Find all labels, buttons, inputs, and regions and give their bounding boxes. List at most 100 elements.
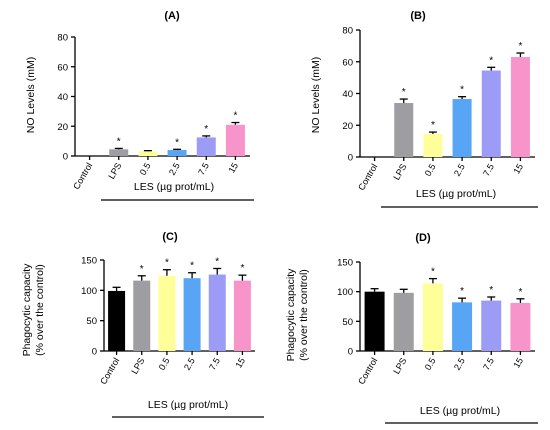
x-tick-label: LPS [106,161,123,181]
x-axis-label: LES (µg prot/mL) [416,188,496,200]
significance-marker: * [165,258,169,269]
significance-marker: * [518,287,522,298]
significance-marker: * [240,263,244,274]
x-tick-label: 7.5 [481,356,496,372]
bar-7.5 [196,137,216,156]
x-axis-label: LES (µg prot/mL) [420,405,500,417]
significance-marker: * [460,286,464,297]
y-axis-label: Phagocytic capacity (% over the control) [21,263,46,357]
x-axis-label: LES (µg prot/mL) [134,181,214,193]
x-tick-label: LPS [391,356,408,376]
significance-marker: * [233,111,237,122]
x-tick-label: 2.5 [452,162,467,178]
svg-text:Phagocytic capacity: Phagocytic capacity [21,263,33,357]
x-tick-label: 15 [233,356,247,370]
bar-2.5 [452,99,472,157]
y-tick-label: 40 [342,89,353,100]
x-tick-label: 7.5 [207,356,222,372]
x-tick-label: 0.5 [423,356,438,372]
bar-15 [233,280,251,351]
y-tick-label: 50 [342,317,353,328]
panel-c: (C) Phagocytic capacity (% over the cont… [21,231,264,418]
y-tick-label: 100 [337,287,353,298]
bar-0.5 [423,133,443,157]
x-tick-label: 0.5 [138,161,153,177]
x-tick-label: LPS [129,356,146,376]
significance-marker: * [140,264,144,275]
y-axis-label: NO Levels (mM) [310,57,322,133]
x-tick-label: 15 [226,161,240,175]
x-tick-label: 15 [511,356,525,370]
x-tick-label: Control [71,161,94,191]
bar-control [364,291,385,351]
panel-label: (C) [162,231,178,243]
panel-b: (B) NO Levels (mM) LES (µg prot/mL) 0 20 4… [310,10,538,208]
bar-0.5 [138,151,158,156]
svg-text:Phagocytic capacity: Phagocytic capacity [285,268,297,362]
bar-7.5 [481,300,502,351]
bar-15 [510,302,531,351]
svg-text:(% over the control): (% over the control) [298,269,310,361]
bar-lps [133,280,151,351]
y-tick-label: 0 [92,347,97,358]
significance-marker: * [402,87,406,98]
y-tick-label: 0 [348,153,353,164]
x-tick-label: Control [98,356,121,386]
y-tick-label: 40 [57,92,68,103]
y-tick-label: 100 [81,286,97,297]
x-tick-label: LPS [391,162,408,182]
bar-15 [225,124,245,156]
significance-marker: * [518,41,522,52]
significance-marker: * [431,267,435,278]
y-axis-label: Phagocytic capacity (% over the control) [285,268,310,362]
bar-lps [394,103,414,157]
x-tick-label: 7.5 [196,161,211,177]
x-tick-label: 2.5 [182,356,197,372]
significance-marker: * [204,124,208,135]
x-tick-label: 7.5 [481,162,496,178]
x-tick-label: 15 [511,162,525,176]
y-tick-label: 150 [337,258,353,269]
bar-2.5 [452,302,473,351]
y-tick-label: 60 [57,62,68,73]
bar-0.5 [158,275,176,351]
y-tick-label: 0 [348,347,353,358]
y-axis-label: NO Levels (mM) [25,57,37,133]
y-tick-label: 80 [57,33,68,44]
significance-marker: * [460,85,464,96]
bar-0.5 [422,283,443,351]
y-tick-label: 20 [342,121,353,132]
x-axis-label: LES (µg prot/mL) [148,399,228,411]
y-tick-label: 60 [342,57,353,68]
panel-label: (B) [410,10,426,22]
x-tick-label: 0.5 [157,356,172,372]
bar-2.5 [167,150,187,156]
bar-7.5 [481,70,501,157]
x-tick-label: Control [356,356,379,386]
significance-marker: * [489,55,493,66]
significance-marker: * [431,120,435,131]
significance-marker: * [489,285,493,296]
panel-label: (A) [164,10,180,22]
x-tick-label: 0.5 [423,162,438,178]
bar-lps [393,292,414,351]
y-tick-label: 20 [57,122,68,133]
y-tick-label: 0 [63,152,68,163]
y-tick-label: 80 [342,26,353,37]
bar-lps [109,149,129,156]
x-tick-label: Control [356,162,379,192]
significance-marker: * [215,256,219,267]
significance-marker: * [117,136,121,147]
panel-a: (A) NO Levels (mM) LES (µg prot/mL) 0 20 4… [25,10,254,201]
significance-marker: * [175,137,179,148]
x-tick-label: 2.5 [167,161,182,177]
bar-2.5 [183,278,201,351]
bar-15 [510,56,530,157]
significance-marker: * [190,261,194,272]
panel-label: (D) [415,232,431,244]
y-tick-label: 150 [81,256,97,267]
x-tick-label: 2.5 [452,356,467,372]
bar-control [108,290,126,351]
panel-d: (D) Phagocytic capacity (% over the cont… [285,232,538,424]
